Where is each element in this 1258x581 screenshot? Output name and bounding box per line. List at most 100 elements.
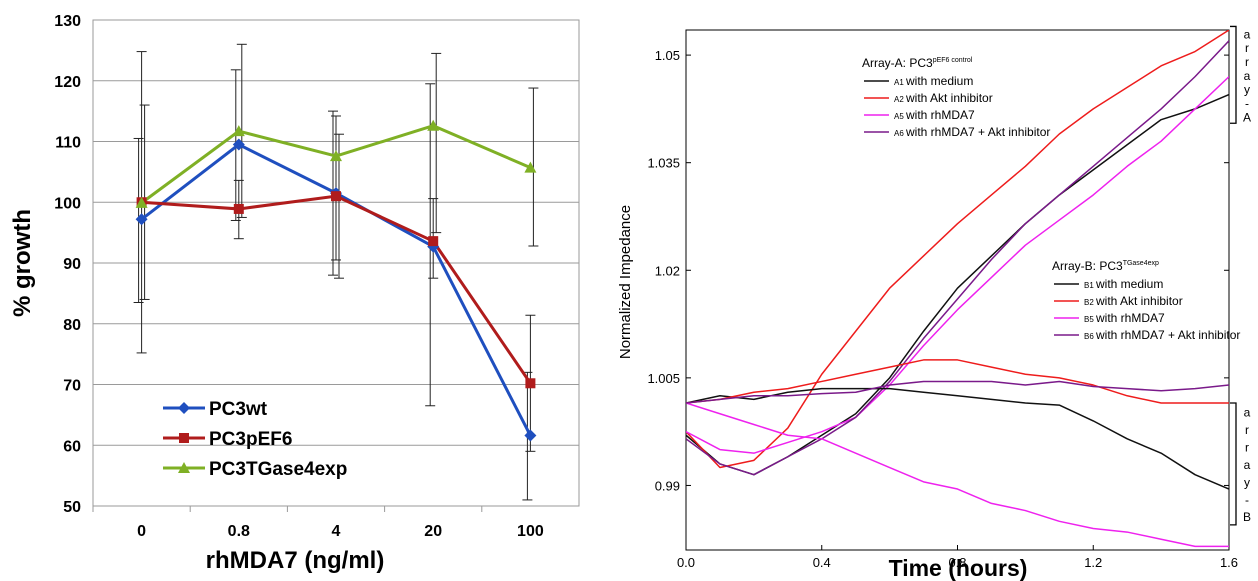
impedance-chart-bracket-label-char: r xyxy=(1245,423,1249,437)
growth-chart-legend-label: PC3wt xyxy=(209,399,268,420)
growth-chart-x-tick-label: 20 xyxy=(424,523,442,540)
impedance-chart: 0.99 1.005 1.02 1.035 1.05 0.0 0.4 0.8 1.2 1.6 N… xyxy=(617,25,1251,581)
growth-chart-point-pc3tgase4exp xyxy=(232,125,245,137)
growth-chart-point-pc3pef6 xyxy=(331,191,341,202)
impedance-chart-legend-title-array-a: Array-A: PC3pEF6 control xyxy=(862,56,973,70)
impedance-chart-legend-id: A1 xyxy=(894,78,904,87)
impedance-chart-bracket-array-b xyxy=(1230,402,1237,526)
growth-chart-y-tick-label: 110 xyxy=(55,135,81,152)
impedance-chart-bracket-label-char: r xyxy=(1245,441,1249,455)
impedance-chart-legend-id: A2 xyxy=(894,95,904,104)
growth-chart-point-pc3wt xyxy=(524,429,537,442)
growth-chart-point-pc3wt xyxy=(135,213,148,226)
impedance-chart-legend-label: with rhMDA7 + Akt inhibitor xyxy=(905,125,1050,139)
impedance-chart-legend-label: with Akt inhibitor xyxy=(905,91,993,105)
impedance-chart-legend-id: B6 xyxy=(1084,332,1094,341)
impedance-chart-bracket-label-char: y xyxy=(1244,475,1250,489)
impedance-chart-x-axis-label: Time (hours) xyxy=(889,555,1028,581)
impedance-chart-legend-label: with rhMDA7 xyxy=(905,108,975,122)
impedance-chart-bracket-label-char: a xyxy=(1244,69,1251,83)
growth-chart-x-tick-labels: 0 0.8 4 20 100 xyxy=(92,506,544,540)
growth-chart-x-tick-label: 4 xyxy=(332,523,341,540)
impedance-chart-y-tick-label: 1.005 xyxy=(647,371,680,386)
impedance-chart-bracket-label-char: a xyxy=(1244,458,1251,472)
impedance-chart-legend-id: B1 xyxy=(1084,281,1094,290)
growth-chart-point-pc3tgase4exp xyxy=(135,196,148,208)
growth-chart-x-tick-label: 0 xyxy=(137,523,146,540)
growth-chart-legend-marker xyxy=(179,433,189,443)
growth-chart-plot-frame xyxy=(92,19,580,507)
impedance-chart-bracket-label-char: A xyxy=(1243,110,1251,124)
impedance-chart-legend-title-array-b: Array-B: PC3TGase4exp xyxy=(1052,259,1159,273)
impedance-chart-legend-label: with medium xyxy=(1095,277,1163,291)
growth-chart-legend-marker xyxy=(178,402,190,414)
impedance-chart-bracket-label-char: a xyxy=(1244,27,1251,41)
growth-chart-point-pc3pef6 xyxy=(525,378,536,389)
growth-chart-y-tick-label: 130 xyxy=(54,13,81,30)
impedance-chart-bracket-array-a xyxy=(1230,25,1237,124)
growth-chart-y-tick-label: 50 xyxy=(63,499,81,516)
impedance-chart-x-tick-label: 1.2 xyxy=(1084,555,1102,570)
impedance-chart-line-a2-with-akt-inhibitor xyxy=(686,30,1229,469)
growth-chart-legend-marker xyxy=(178,462,190,473)
impedance-chart-series-lines xyxy=(686,30,1229,548)
impedance-chart-x-tick-label: 0.4 xyxy=(813,555,831,570)
impedance-chart-y-ticks: 0.99 1.005 1.02 1.035 1.05 xyxy=(647,48,1229,493)
growth-chart-markers xyxy=(135,119,537,442)
impedance-chart-legend-id: A5 xyxy=(894,112,904,121)
growth-chart-y-tick-labels: 50 60 70 80 90 100 110 120 130 xyxy=(54,13,81,516)
growth-chart-y-axis-label: % growth xyxy=(9,209,36,317)
growth-chart-x-tick-label: 0.8 xyxy=(228,523,250,540)
impedance-chart-line-a5-with-rhmda7 xyxy=(686,76,1229,454)
growth-chart-error-bars xyxy=(133,43,539,501)
impedance-chart-x-tick-label: 0.8 xyxy=(948,555,966,570)
impedance-chart-line-a6-with-rhmda7-akt-inhibitor xyxy=(686,40,1229,476)
impedance-chart-legend-id: B5 xyxy=(1084,315,1094,324)
growth-chart-y-tick-label: 80 xyxy=(63,317,81,334)
growth-chart-point-pc3tgase4exp xyxy=(524,161,537,173)
impedance-chart-line-b6-with-rhmda7-akt-inhibitor xyxy=(686,380,1229,404)
impedance-chart-legend-label: with Akt inhibitor xyxy=(1095,294,1183,308)
impedance-chart-bracket-label-char: B xyxy=(1243,510,1251,524)
growth-chart-legend: PC3wt PC3pEF6 PC3TGase4exp xyxy=(163,399,347,480)
impedance-chart-bracket-label-char: - xyxy=(1245,493,1249,507)
impedance-chart-x-tick-label: 0.0 xyxy=(677,555,695,570)
growth-chart-point-pc3tgase4exp xyxy=(330,150,342,162)
impedance-chart-legend-id: A6 xyxy=(894,129,904,138)
growth-chart-point-pc3pef6 xyxy=(428,236,439,247)
growth-chart-legend-label: PC3TGase4exp xyxy=(209,459,347,480)
growth-chart-x-tick-label: 100 xyxy=(517,523,544,540)
growth-chart-legend-label: PC3pEF6 xyxy=(209,429,292,450)
impedance-chart-line-b1-with-medium xyxy=(686,387,1229,490)
impedance-chart-bracket-label-char: - xyxy=(1245,96,1249,110)
impedance-chart-legend-id: B2 xyxy=(1084,298,1094,307)
impedance-chart-x-ticks: 0.0 0.4 0.8 1.2 1.6 xyxy=(677,545,1238,570)
growth-chart-x-axis-label: rhMDA7 (ng/ml) xyxy=(206,547,385,574)
impedance-chart-legend-label: with rhMDA7 + Akt inhibitor xyxy=(1095,328,1240,342)
growth-chart-y-tick-label: 60 xyxy=(63,438,81,455)
growth-chart-point-pc3pef6 xyxy=(233,203,244,214)
impedance-chart-line-b2-with-akt-inhibitor xyxy=(686,359,1229,404)
growth-chart: 50 60 70 80 90 100 110 120 130 0 0.8 4 20 100 % grow… xyxy=(9,13,580,574)
impedance-chart-legend-label: with medium xyxy=(905,74,973,88)
growth-chart-y-tick-label: 120 xyxy=(54,74,81,91)
impedance-chart-y-tick-label: 1.02 xyxy=(655,263,680,278)
impedance-chart-y-tick-label: 0.99 xyxy=(655,478,680,493)
impedance-chart-y-tick-label: 1.05 xyxy=(655,48,680,63)
impedance-chart-bracket-label-char: y xyxy=(1244,83,1250,97)
impedance-chart-bracket-label-char: a xyxy=(1244,406,1251,420)
growth-chart-point-pc3tgase4exp xyxy=(427,119,440,131)
impedance-chart-x-tick-label: 1.6 xyxy=(1220,555,1238,570)
growth-chart-y-tick-label: 90 xyxy=(63,256,81,273)
impedance-chart-bracket-label-char: r xyxy=(1245,55,1249,69)
impedance-chart-bracket-label-char: r xyxy=(1245,41,1249,55)
impedance-chart-y-tick-label: 1.035 xyxy=(647,156,680,171)
growth-chart-y-tick-label: 70 xyxy=(63,378,81,395)
growth-chart-y-tick-label: 100 xyxy=(54,195,81,212)
impedance-chart-legend-label: with rhMDA7 xyxy=(1095,311,1165,325)
